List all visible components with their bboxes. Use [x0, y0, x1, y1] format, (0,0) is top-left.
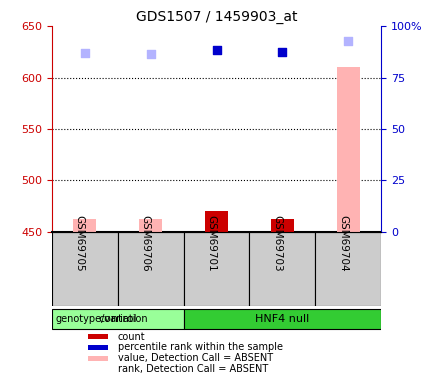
FancyBboxPatch shape [52, 309, 184, 329]
Point [213, 47, 220, 53]
Bar [205, 211, 228, 232]
FancyBboxPatch shape [184, 309, 381, 329]
FancyBboxPatch shape [52, 232, 118, 306]
FancyBboxPatch shape [118, 232, 184, 306]
Text: GSM69706: GSM69706 [141, 214, 151, 271]
Text: genotype/variation: genotype/variation [55, 314, 148, 324]
Bar [139, 219, 162, 232]
Point [147, 51, 154, 57]
Text: control: control [98, 314, 137, 324]
Text: GSM69704: GSM69704 [338, 214, 348, 271]
FancyBboxPatch shape [184, 232, 249, 306]
FancyBboxPatch shape [315, 232, 381, 306]
Bar [88, 367, 108, 371]
Point [279, 49, 286, 55]
Bar [88, 345, 108, 350]
Text: GSM69703: GSM69703 [272, 214, 282, 271]
Text: count: count [118, 332, 145, 342]
Bar [271, 219, 294, 232]
Text: GSM69701: GSM69701 [207, 214, 216, 271]
FancyBboxPatch shape [249, 232, 315, 306]
Bar [73, 219, 97, 232]
Bar [88, 356, 108, 360]
Title: GDS1507 / 1459903_at: GDS1507 / 1459903_at [136, 10, 297, 24]
Point [81, 50, 88, 56]
Bar [88, 334, 108, 339]
Text: GSM69705: GSM69705 [75, 214, 85, 271]
Text: percentile rank within the sample: percentile rank within the sample [118, 342, 283, 352]
Text: HNF4 null: HNF4 null [255, 314, 310, 324]
Point [345, 38, 352, 44]
Bar [336, 68, 360, 232]
Text: rank, Detection Call = ABSENT: rank, Detection Call = ABSENT [118, 364, 268, 374]
Text: value, Detection Call = ABSENT: value, Detection Call = ABSENT [118, 353, 273, 363]
